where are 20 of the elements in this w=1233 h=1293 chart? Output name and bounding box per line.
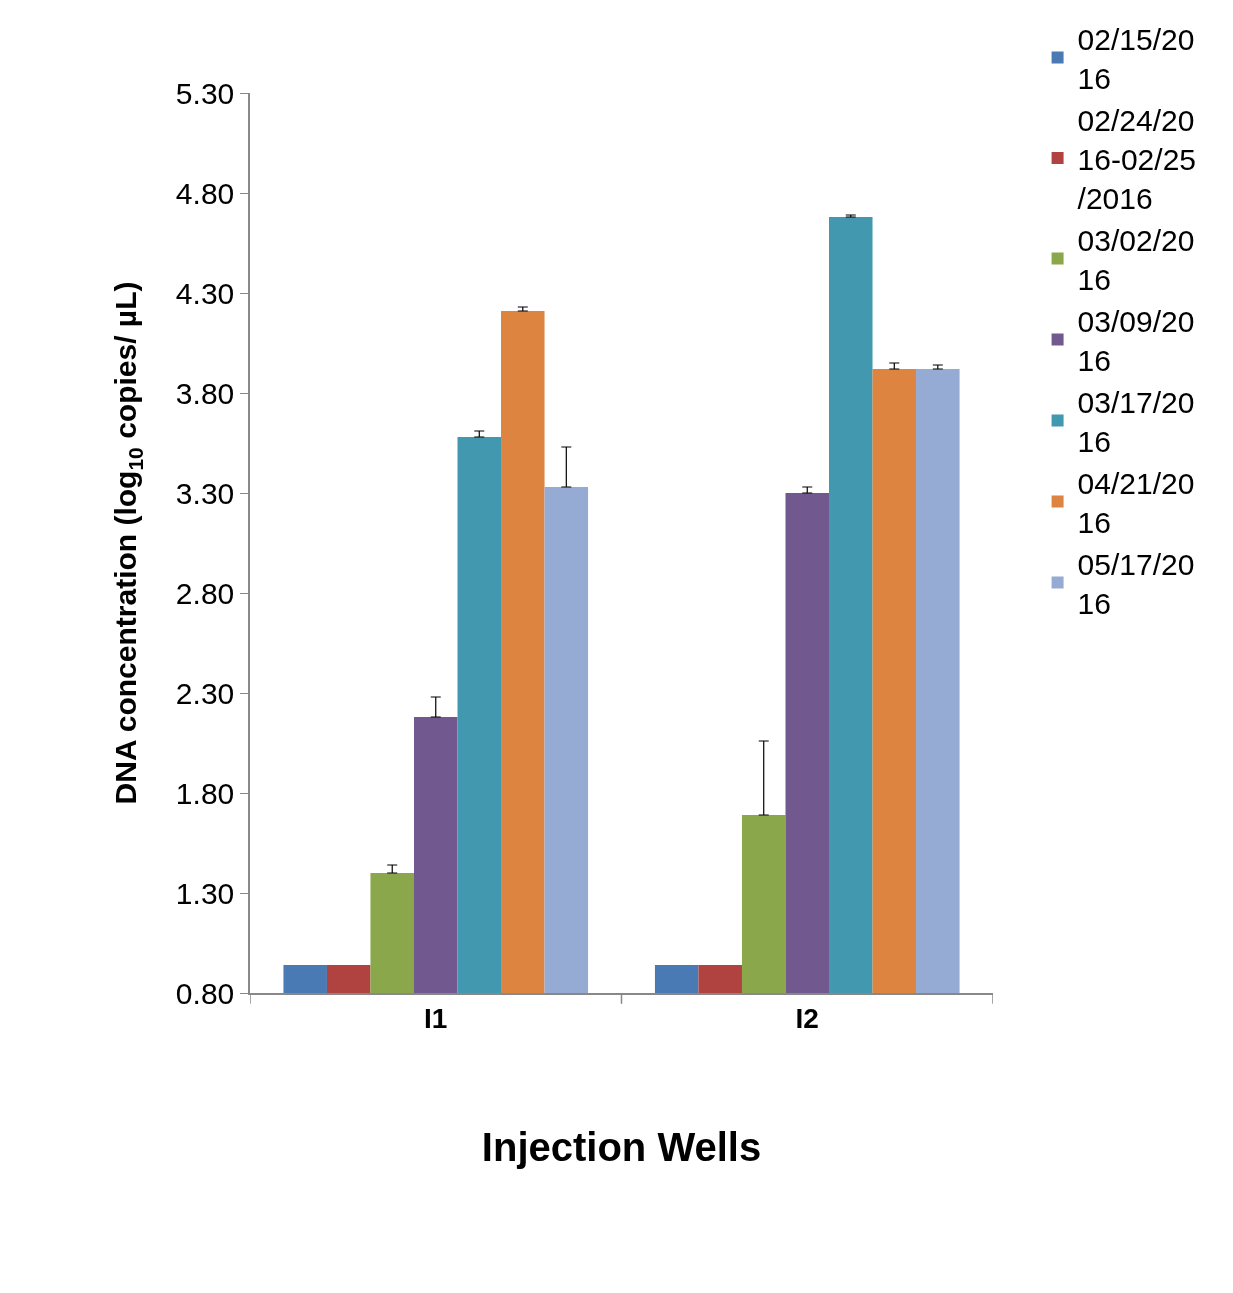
- y-tick-label: 3.80: [175, 376, 235, 410]
- y-tick-label: 2.80: [175, 576, 235, 610]
- y-tick-label: 1.80: [175, 776, 235, 810]
- x-tick-label: I2: [795, 1003, 819, 1035]
- legend-label: 03/09/2016: [1077, 304, 1195, 377]
- y-tick-label: 1.30: [175, 876, 235, 910]
- y-tick-label: 5.30: [175, 76, 235, 110]
- y-tick-label: 0.80: [175, 976, 235, 1010]
- y-tick-label: 2.30: [175, 676, 235, 710]
- legend-label: 03/17/2016: [1077, 385, 1195, 458]
- legend-label: 02/24/2016-02/25/2016: [1077, 103, 1197, 215]
- legend-label: 05/17/2016: [1077, 547, 1195, 620]
- y-tick-label: 4.80: [175, 176, 235, 210]
- y-tick-label: 4.30: [175, 276, 235, 310]
- x-tick-label: I1: [424, 1003, 448, 1035]
- y-tick-label: 3.30: [175, 476, 235, 510]
- x-axis-title: Injection Wells: [481, 1125, 762, 1170]
- legend-label: 04/21/2016: [1077, 466, 1195, 539]
- legend-label: 03/02/2016: [1077, 223, 1195, 296]
- legend-label: 02/15/2016: [1077, 22, 1195, 95]
